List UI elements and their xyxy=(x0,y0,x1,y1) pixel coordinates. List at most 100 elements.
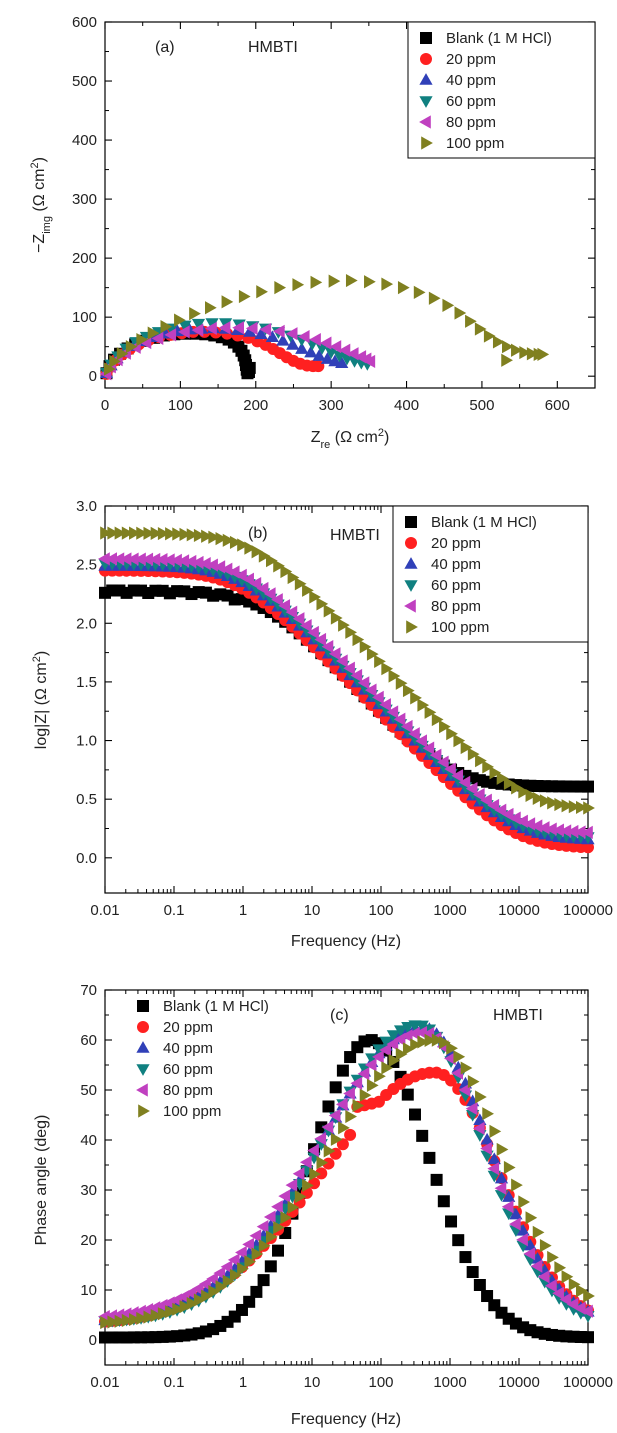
bode-magnitude-point-100-ppm xyxy=(453,734,466,748)
bode-magnitude-point-100-ppm xyxy=(330,611,343,625)
bode-phase-point-blank-1-m-hcl xyxy=(416,1129,429,1142)
bode-magnitude-point-100-ppm xyxy=(402,683,415,698)
nyquist-legend-marker-40-ppm xyxy=(419,73,433,85)
bode-magnitude-point-80-ppm xyxy=(242,572,254,586)
bode-phase-point-100-ppm xyxy=(237,1262,249,1276)
bode-phase-point-20-ppm xyxy=(315,1167,328,1180)
bode-magnitude-legend-marker-40-ppm xyxy=(404,557,418,569)
bode-phase-point-80-ppm xyxy=(328,1108,341,1123)
bode-magnitude-legend-label-20-ppm: 20 ppm xyxy=(431,535,481,552)
bode-phase-point-100-ppm xyxy=(179,1300,192,1314)
nyquist-y-axis-main: −Z xyxy=(31,234,48,253)
bode-phase-point-100-ppm xyxy=(568,1277,581,1291)
bode-magnitude-point-blank-1-m-hcl xyxy=(582,780,594,793)
bode-magnitude-y-tick-label: 0.0 xyxy=(76,850,97,867)
nyquist-point-100-ppm xyxy=(465,314,477,328)
bode-phase-point-100-ppm xyxy=(496,1142,509,1157)
bode-phase-x-tick-label: 0.1 xyxy=(164,1374,185,1391)
bode-magnitude-point-80-ppm xyxy=(415,734,427,748)
bode-phase-point-80-ppm xyxy=(256,1220,269,1234)
bode-magnitude-point-80-ppm xyxy=(98,552,110,566)
bode-phase-point-80-ppm xyxy=(472,1121,485,1135)
bode-phase-point-100-ppm xyxy=(121,1313,134,1328)
bode-magnitude-point-100-ppm xyxy=(157,526,170,541)
bode-phase-point-80-ppm xyxy=(501,1200,514,1214)
bode-magnitude-point-100-ppm xyxy=(496,771,509,785)
nyquist-point-blank-1-m-hcl xyxy=(243,361,256,374)
bode-magnitude-point-100-ppm xyxy=(258,549,271,563)
bode-phase-point-blank-1-m-hcl xyxy=(445,1215,458,1228)
bode-magnitude-point-80-ppm xyxy=(321,640,334,654)
nyquist-point-80-ppm xyxy=(319,336,332,350)
bode-phase-point-80-ppm xyxy=(523,1247,536,1261)
bode-magnitude-point-80-ppm xyxy=(465,782,478,796)
bode-magnitude-legend-box xyxy=(392,505,589,643)
bode-magnitude-y-tick-label: 1.5 xyxy=(76,674,97,691)
nyquist-point-80-ppm xyxy=(272,324,285,338)
nyquist-point-100-ppm xyxy=(511,343,523,357)
bode-magnitude-point-100-ppm xyxy=(482,760,494,774)
bode-phase-point-80-ppm xyxy=(235,1245,247,1260)
nyquist-legend-box xyxy=(407,21,596,159)
bode-magnitude-point-80-ppm xyxy=(400,719,413,734)
bode-magnitude-point-80-ppm xyxy=(393,712,406,726)
bode-magnitude-point-80-ppm xyxy=(299,618,312,633)
bode-magnitude-point-100-ppm xyxy=(460,740,473,755)
nyquist-point-100-ppm xyxy=(328,274,341,288)
bode-phase-point-80-ppm xyxy=(364,1058,377,1072)
nyquist-y-tick-label: 100 xyxy=(72,309,97,326)
nyquist-point-100-ppm xyxy=(221,295,234,309)
bode-phase-point-100-ppm xyxy=(201,1289,213,1303)
bode-magnitude-legend-label-60-ppm: 60 ppm xyxy=(431,577,481,594)
nyquist-plot-frame xyxy=(104,21,596,389)
bode-phase-point-100-ppm xyxy=(215,1280,228,1294)
bode-phase-point-blank-1-m-hcl xyxy=(423,1151,436,1164)
bode-phase-point-80-ppm xyxy=(213,1266,226,1280)
bode-phase-point-100-ppm xyxy=(439,1035,451,1050)
bode-phase-y-tick-label: 50 xyxy=(80,1082,97,1099)
bode-phase-point-80-ppm xyxy=(119,1307,132,1321)
bode-phase-point-80-ppm xyxy=(400,1029,413,1043)
bode-magnitude-y-axis-title: log|Z| (Ω cm2) xyxy=(31,651,50,749)
bode-phase-point-80-ppm xyxy=(465,1102,478,1116)
bode-magnitude-point-100-ppm xyxy=(172,527,184,541)
bode-phase-point-80-ppm xyxy=(199,1277,211,1291)
bode-phase-legend-label-100-ppm: 100 ppm xyxy=(163,1103,221,1120)
bode-magnitude-point-100-ppm xyxy=(136,526,148,540)
bode-magnitude-point-80-ppm xyxy=(581,825,593,839)
bode-phase-point-100-ppm xyxy=(266,1230,278,1244)
bode-phase-point-100-ppm xyxy=(366,1078,379,1092)
bode-phase-point-80-ppm xyxy=(263,1210,276,1224)
bode-magnitude-legend-label-40-ppm: 40 ppm xyxy=(431,556,481,573)
nyquist-point-100-ppm xyxy=(364,275,376,289)
bode-phase-point-100-ppm xyxy=(575,1284,588,1298)
nyquist-x-axis-title: Zre (Ω cm2) xyxy=(311,427,390,451)
bode-phase-point-80-ppm xyxy=(227,1253,240,1267)
bode-phase-point-100-ppm xyxy=(410,1038,422,1052)
bode-magnitude-x-tick-label: 10 xyxy=(304,902,321,919)
bode-phase-point-100-ppm xyxy=(388,1053,401,1068)
bode-phase-point-100-ppm xyxy=(229,1268,242,1282)
bode-magnitude-x-tick-label: 0.01 xyxy=(90,902,119,919)
bode-magnitude-point-100-ppm xyxy=(439,720,451,734)
nyquist-point-40-ppm xyxy=(295,342,309,354)
bode-magnitude-point-100-ppm xyxy=(150,526,163,541)
bode-phase-point-80-ppm xyxy=(451,1066,464,1080)
bode-phase-point-80-ppm xyxy=(386,1037,399,1051)
bode-phase-point-blank-1-m-hcl xyxy=(250,1285,263,1298)
nyquist-annotation: HMBTI xyxy=(248,39,298,56)
bode-phase-point-100-ppm xyxy=(539,1239,552,1253)
bode-phase-ticks: 0.01 0.1 1 10 100 1000 10000 100000 0 10 20 30 40 50 6… xyxy=(80,982,613,1391)
bode-magnitude-point-100-ppm xyxy=(309,590,321,604)
bode-phase-point-100-ppm xyxy=(323,1144,336,1158)
bode-magnitude-point-100-ppm xyxy=(424,705,437,719)
bode-phase-point-100-ppm xyxy=(525,1211,538,1225)
bode-phase-point-100-ppm xyxy=(453,1050,466,1064)
bode-magnitude-y-axis-close: ) xyxy=(33,651,50,656)
bode-magnitude-point-80-ppm xyxy=(162,553,175,567)
nyquist-x-axis-main: Z xyxy=(311,429,321,446)
bode-magnitude-point-80-ppm xyxy=(429,748,442,762)
bode-phase-point-80-ppm xyxy=(206,1272,218,1286)
bode-magnitude-point-100-ppm xyxy=(100,526,112,540)
